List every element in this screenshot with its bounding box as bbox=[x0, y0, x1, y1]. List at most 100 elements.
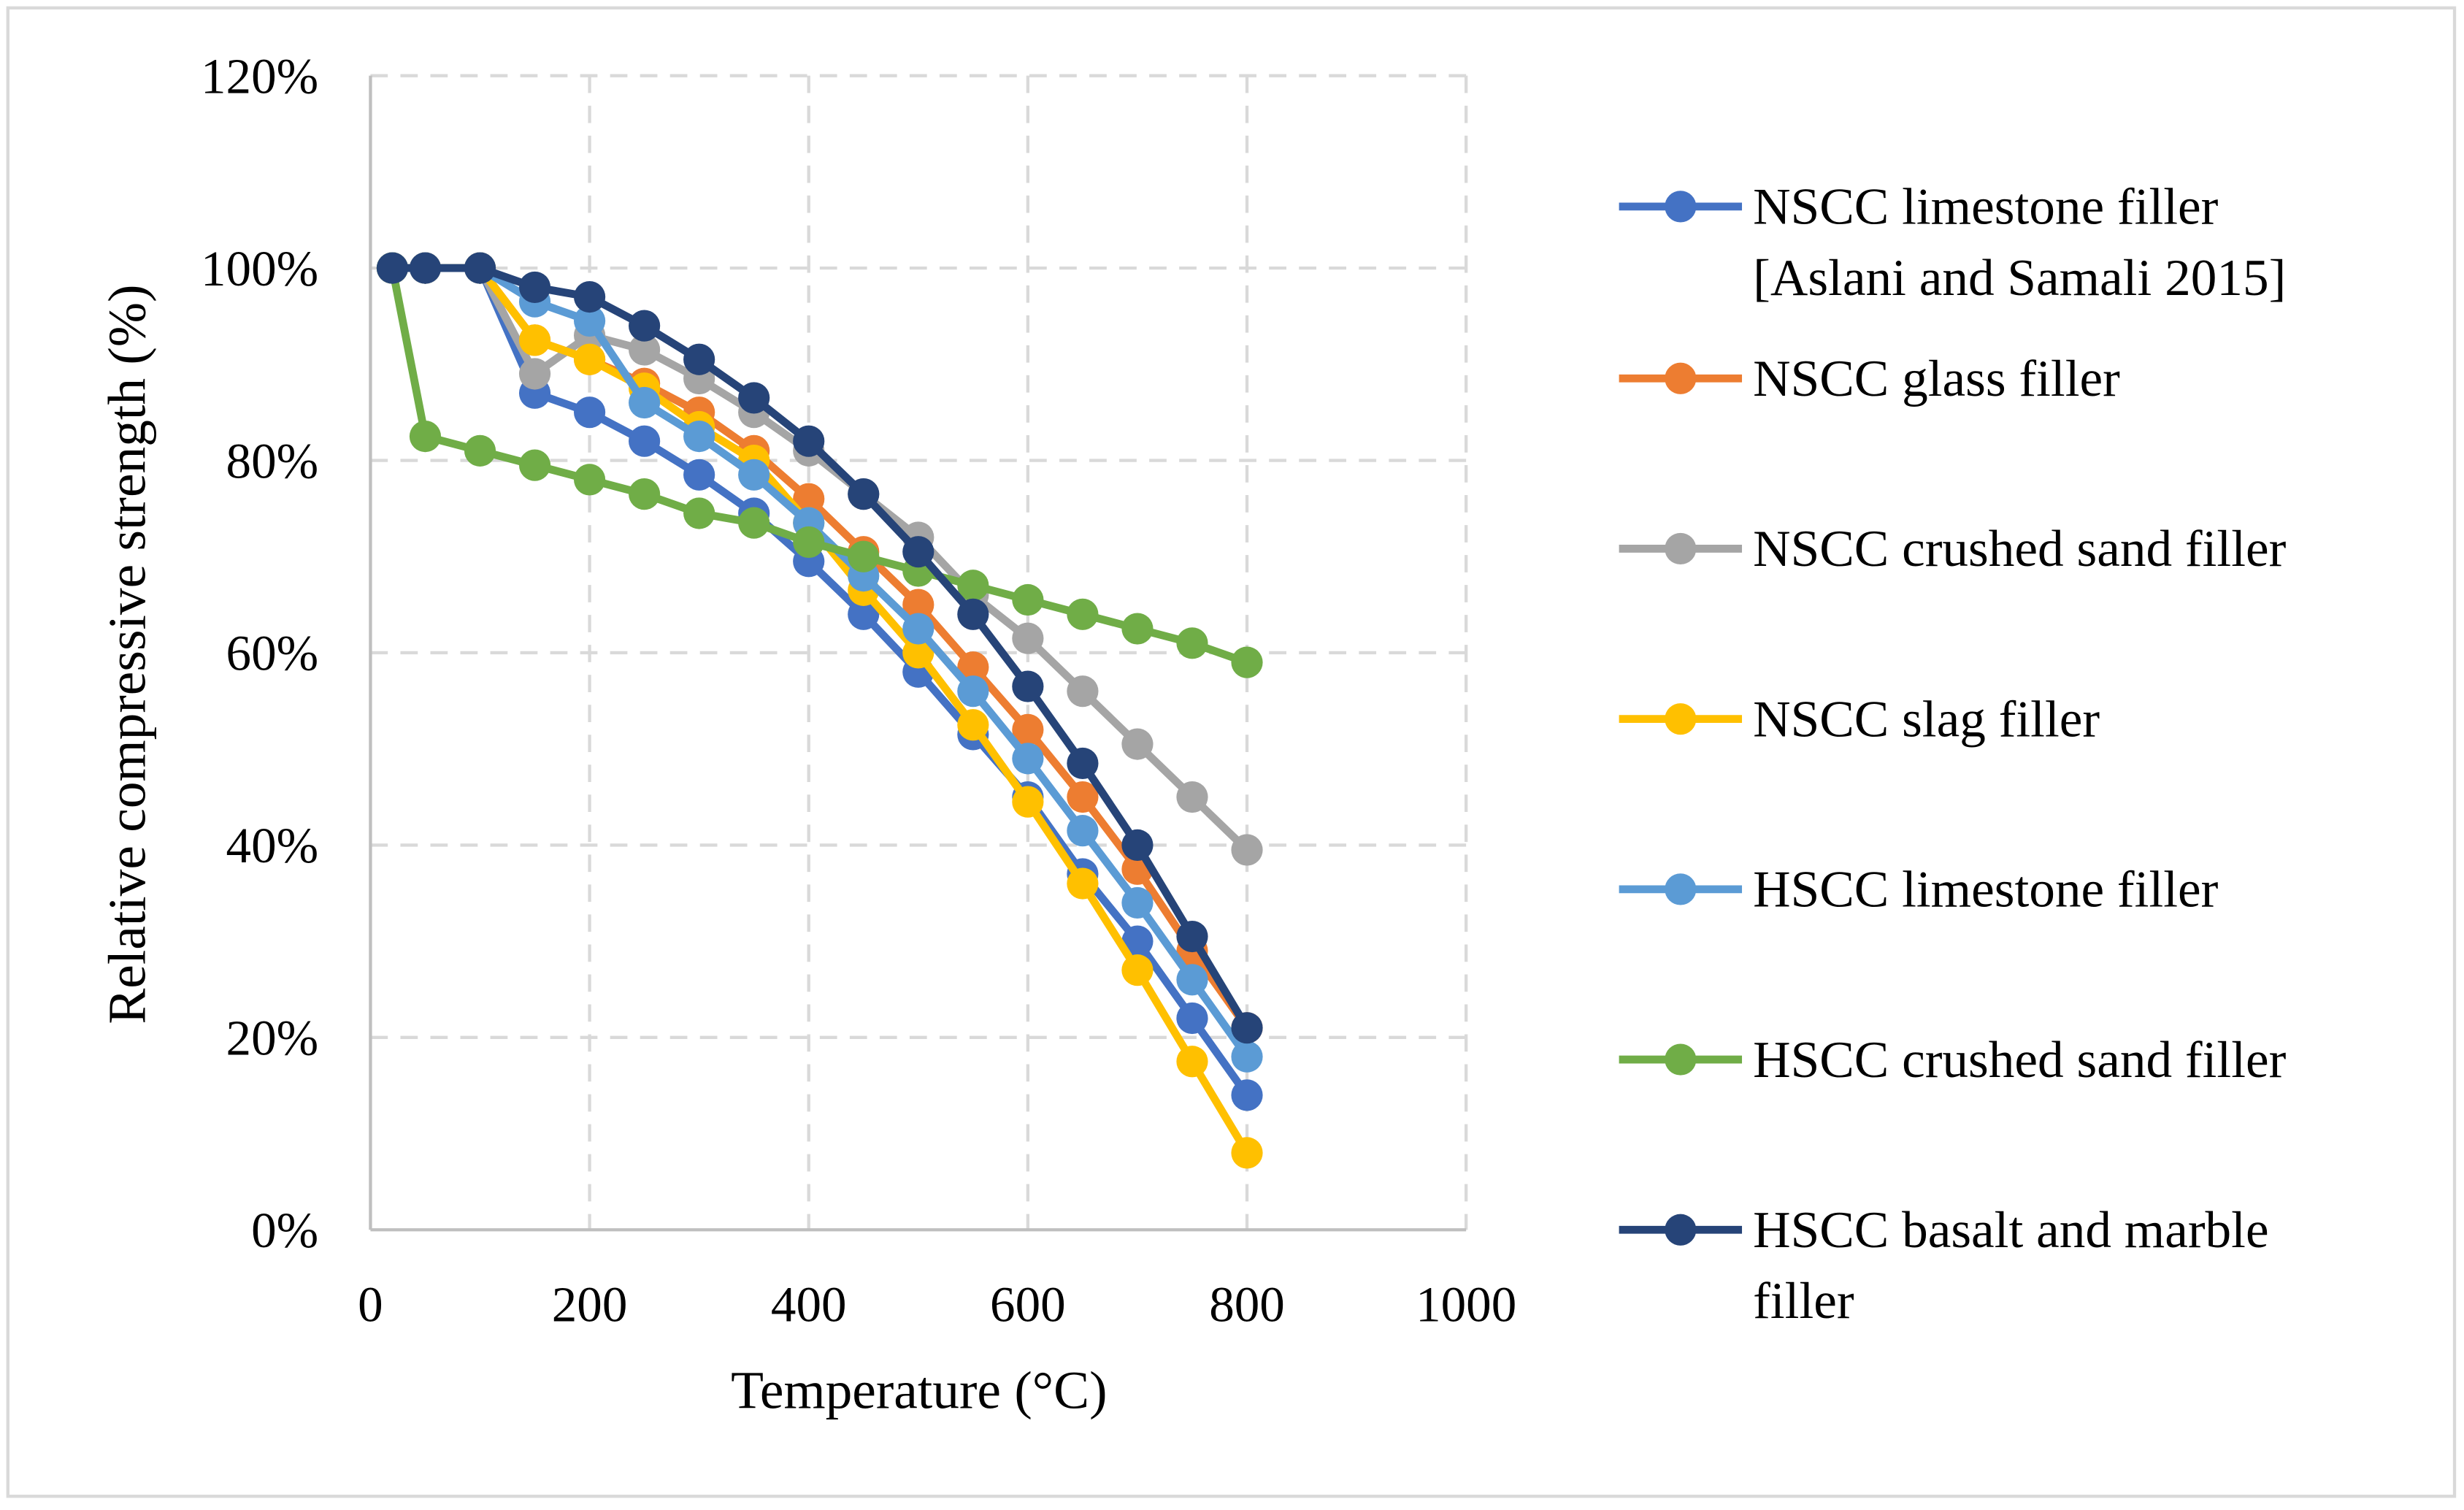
data-point bbox=[518, 358, 551, 390]
data-point bbox=[1176, 1002, 1208, 1035]
x-tick-label: 800 bbox=[1209, 1276, 1285, 1333]
axes bbox=[369, 75, 1467, 1232]
data-point bbox=[518, 324, 551, 356]
y-tick-label: 120% bbox=[201, 47, 318, 104]
x-tick-label: 0 bbox=[358, 1276, 383, 1333]
data-point bbox=[1231, 1040, 1263, 1073]
legend-label: NSCC glass filler bbox=[1753, 350, 2120, 407]
data-point bbox=[957, 675, 989, 708]
data-point bbox=[1121, 613, 1154, 645]
data-point bbox=[738, 507, 770, 539]
y-tick-label: 80% bbox=[226, 432, 319, 488]
legend-label-line2: [Aslani and Samali 2015] bbox=[1753, 250, 2286, 307]
data-point bbox=[1067, 867, 1099, 900]
legend-marker bbox=[1665, 873, 1697, 905]
data-point bbox=[1176, 1046, 1208, 1078]
data-point bbox=[1012, 713, 1044, 746]
legend-label: HSCC basalt and marble bbox=[1753, 1202, 2268, 1259]
data-point bbox=[573, 343, 606, 375]
legend-entry: HSCC limestone filler bbox=[1619, 862, 2219, 919]
legend-entry: NSCC slag filler bbox=[1619, 691, 2100, 748]
data-point bbox=[1012, 786, 1044, 818]
data-point bbox=[902, 613, 934, 645]
legend: NSCC limestone filler [Aslani and Samali … bbox=[1619, 179, 2287, 1330]
legend-label: NSCC crushed sand filler bbox=[1753, 521, 2286, 578]
data-point bbox=[409, 421, 442, 453]
y-tick-label: 40% bbox=[226, 817, 319, 873]
data-point bbox=[738, 459, 770, 491]
data-point bbox=[683, 421, 715, 453]
legend-label: NSCC slag filler bbox=[1753, 691, 2100, 748]
data-point bbox=[1176, 627, 1208, 659]
data-point bbox=[629, 310, 661, 342]
x-tick-label: 200 bbox=[552, 1276, 628, 1333]
data-point bbox=[793, 483, 825, 515]
data-point bbox=[1176, 781, 1208, 813]
data-point bbox=[848, 478, 880, 510]
data-point bbox=[902, 637, 934, 669]
y-tick-label: 20% bbox=[226, 1010, 319, 1066]
data-point bbox=[1231, 1079, 1263, 1111]
tick-labels: 0% 20% 40% 60% 80% 100% 120% 0 200 400 600 800 1000 bbox=[201, 47, 1516, 1332]
legend-marker bbox=[1665, 362, 1697, 394]
legend-label: HSCC limestone filler bbox=[1753, 862, 2219, 919]
legend-label-line2: filler bbox=[1753, 1273, 1854, 1330]
data-point bbox=[376, 252, 409, 284]
data-point bbox=[629, 386, 661, 419]
data-point bbox=[683, 459, 715, 491]
y-axis-title: Relative compressive strength (%) bbox=[98, 285, 157, 1024]
legend-entry: NSCC limestone filler [Aslani and Samali … bbox=[1619, 179, 2286, 307]
data-point bbox=[573, 281, 606, 313]
data-point bbox=[1176, 920, 1208, 953]
data-point bbox=[1121, 925, 1154, 957]
data-point bbox=[793, 526, 825, 559]
legend-marker bbox=[1665, 1214, 1697, 1246]
data-point bbox=[1012, 622, 1044, 654]
data-point bbox=[683, 497, 715, 529]
data-point bbox=[902, 589, 934, 621]
data-point bbox=[1121, 886, 1154, 919]
data-point bbox=[464, 434, 496, 467]
data-point bbox=[957, 598, 989, 630]
data-point bbox=[1067, 815, 1099, 847]
x-tick-label: 400 bbox=[771, 1276, 847, 1333]
data-point bbox=[518, 271, 551, 304]
data-point bbox=[1067, 598, 1099, 630]
data-point bbox=[848, 598, 880, 630]
data-point bbox=[573, 464, 606, 496]
data-point bbox=[793, 425, 825, 457]
data-point bbox=[1012, 670, 1044, 702]
x-axis-title: Temperature (°C) bbox=[731, 1360, 1107, 1419]
data-point bbox=[629, 425, 661, 457]
y-tick-label: 100% bbox=[201, 240, 318, 296]
data-point bbox=[1012, 583, 1044, 616]
data-point bbox=[1176, 964, 1208, 996]
data-point bbox=[683, 343, 715, 375]
data-point bbox=[573, 304, 606, 337]
data-point bbox=[1067, 675, 1099, 708]
legend-entry: NSCC glass filler bbox=[1619, 350, 2120, 407]
data-point bbox=[409, 252, 442, 284]
legend-label: NSCC limestone filler bbox=[1753, 179, 2219, 236]
legend-marker bbox=[1665, 532, 1697, 565]
data-point bbox=[629, 478, 661, 510]
data-point bbox=[957, 570, 989, 602]
data-point bbox=[1121, 829, 1154, 861]
legend-marker bbox=[1665, 1043, 1697, 1076]
data-point bbox=[1231, 1137, 1263, 1169]
data-point bbox=[1121, 728, 1154, 760]
legend-label: HSCC crushed sand filler bbox=[1753, 1032, 2286, 1089]
data-point bbox=[848, 540, 880, 572]
legend-entry: NSCC crushed sand filler bbox=[1619, 521, 2287, 578]
data-point bbox=[629, 334, 661, 366]
y-tick-label: 60% bbox=[226, 625, 319, 681]
data-point bbox=[902, 536, 934, 568]
data-point bbox=[957, 709, 989, 741]
x-tick-label: 600 bbox=[990, 1276, 1066, 1333]
data-point bbox=[464, 252, 496, 284]
data-point bbox=[957, 651, 989, 683]
series-7 bbox=[376, 252, 1263, 1044]
data-point bbox=[573, 396, 606, 429]
data-point bbox=[1121, 954, 1154, 986]
